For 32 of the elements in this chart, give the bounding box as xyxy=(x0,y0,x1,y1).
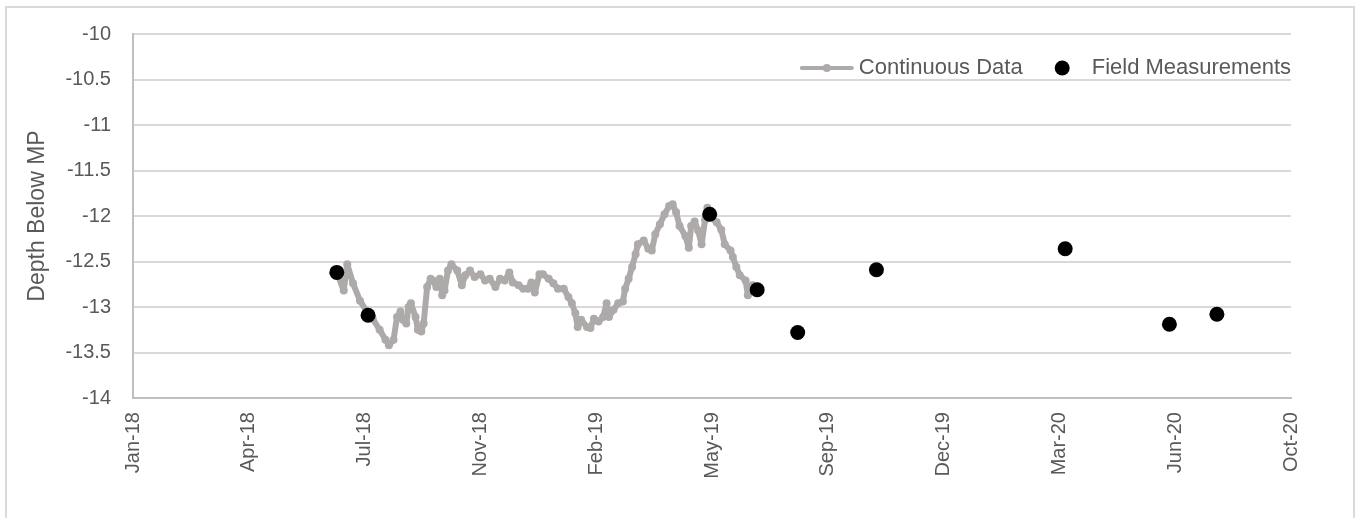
y-tick-label: -13.5 xyxy=(65,340,111,363)
point xyxy=(329,264,345,280)
x-tick-label: Jul-18 xyxy=(352,412,375,467)
y-axis-title: Depth Below MP xyxy=(23,130,50,302)
x-tick-label: Jun-20 xyxy=(1162,412,1185,474)
y-tick-label: -11.5 xyxy=(66,158,111,181)
legend-label: Field Measurements xyxy=(1091,54,1292,80)
point xyxy=(868,262,884,278)
point xyxy=(1057,241,1073,257)
point xyxy=(1209,306,1225,322)
x-tick-label: Dec-19 xyxy=(931,412,954,477)
x-tick-label: Oct-20 xyxy=(1278,412,1301,473)
point xyxy=(1161,316,1177,332)
x-tick-label: Sep-19 xyxy=(815,412,838,477)
y-tick-label: -12 xyxy=(82,203,111,226)
y-tick-label: -13 xyxy=(82,294,111,317)
point xyxy=(702,206,718,222)
y-tick-label: -14 xyxy=(82,385,111,408)
x-tick-label: Nov-18 xyxy=(467,412,490,477)
y-tick-label: -10 xyxy=(82,21,111,44)
point xyxy=(749,282,765,298)
legend-label: Continuous Data xyxy=(858,54,1024,80)
y-tick-label: -12.5 xyxy=(65,249,111,272)
x-tick-label: Jan-18 xyxy=(120,412,143,474)
point xyxy=(360,307,376,323)
x-tick-label: Mar-20 xyxy=(1046,412,1069,476)
x-tick-label: Apr-18 xyxy=(236,412,259,473)
y-tick-label: -11 xyxy=(83,112,111,135)
x-tick-label: Feb-19 xyxy=(583,412,606,476)
y-tick-label: -10.5 xyxy=(65,67,111,90)
point xyxy=(790,324,806,340)
x-tick-label: May-19 xyxy=(699,412,722,479)
